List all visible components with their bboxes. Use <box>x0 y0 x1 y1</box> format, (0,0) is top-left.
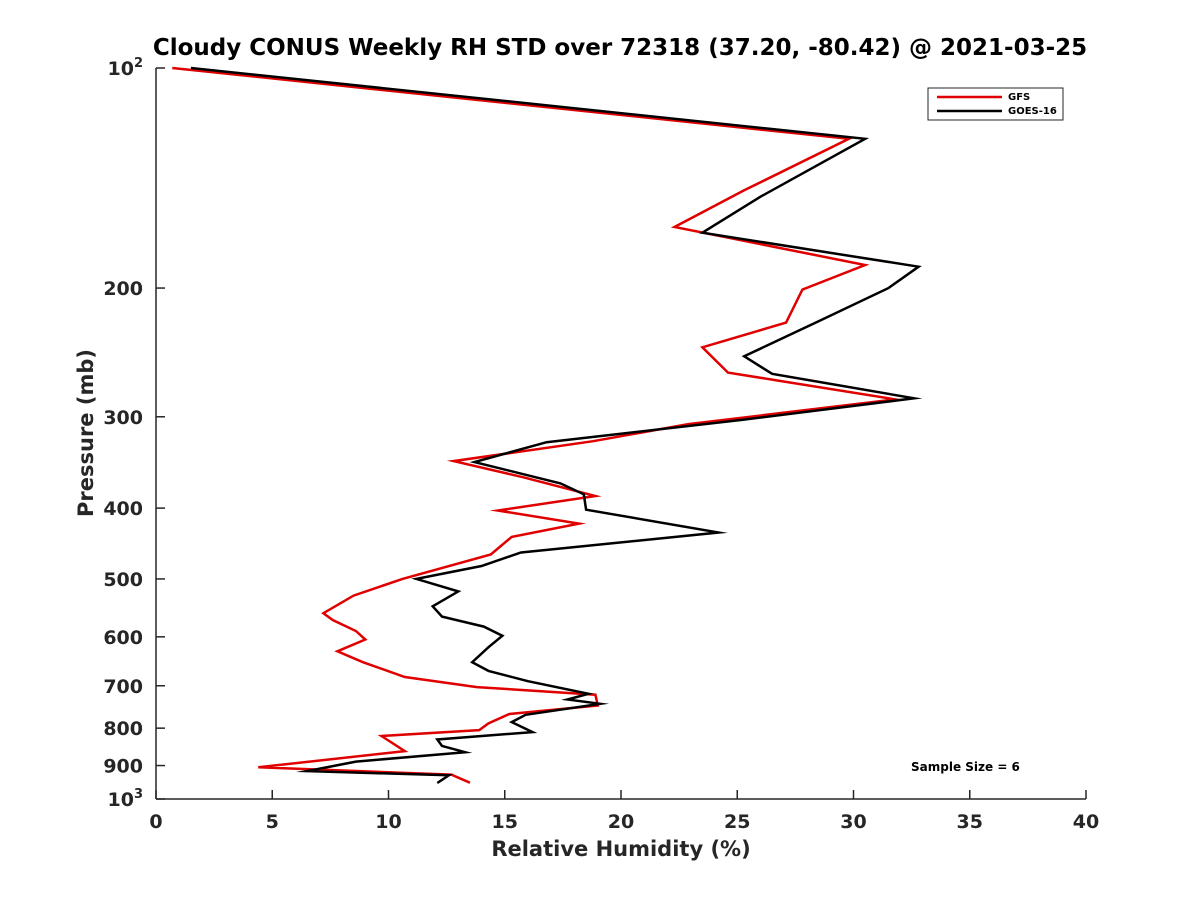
chart-title: Cloudy CONUS Weekly RH STD over 72318 (3… <box>153 35 1087 61</box>
y-tick-label: 102 <box>108 56 144 80</box>
y-tick-label: 500 <box>103 569 143 591</box>
x-tick-label: 10 <box>375 811 401 833</box>
y-axis-label: Pressure (mb) <box>74 349 98 517</box>
x-tick-label: 40 <box>1073 811 1099 833</box>
y-tick-label: 103 <box>108 787 144 811</box>
y-tick-label: 300 <box>103 407 143 429</box>
y-tick-label: 800 <box>103 718 143 740</box>
x-tick-label: 35 <box>957 811 983 833</box>
legend-label-gfs: GFS <box>1008 92 1030 103</box>
x-tick-label: 5 <box>266 811 279 833</box>
series-layer <box>172 66 923 785</box>
y-ticks: 102 200 300 400 500 600 700 800 900 103 <box>103 56 165 811</box>
x-tick-label: 30 <box>840 811 866 833</box>
y-tick-label: 700 <box>103 676 143 698</box>
legend-box <box>927 87 1064 121</box>
y-tick-label: 400 <box>103 498 143 520</box>
series-line-goes-16 <box>190 66 923 785</box>
x-tick-label: 15 <box>492 811 518 833</box>
sample-size-annotation: Sample Size = 6 <box>911 760 1020 774</box>
x-tick-label: 25 <box>724 811 750 833</box>
x-tick-label: 0 <box>149 811 162 833</box>
legend-label-goes16: GOES-16 <box>1008 106 1057 117</box>
y-tick-label: 200 <box>103 278 143 300</box>
y-tick-label: 900 <box>103 756 143 778</box>
legend: GFS GOES-16 <box>927 87 1064 121</box>
y-tick-label: 600 <box>103 627 143 649</box>
x-ticks: 0 5 10 15 20 25 30 35 40 <box>149 790 1099 833</box>
x-axis-label: Relative Humidity (%) <box>491 837 750 861</box>
x-tick-label: 20 <box>608 811 634 833</box>
